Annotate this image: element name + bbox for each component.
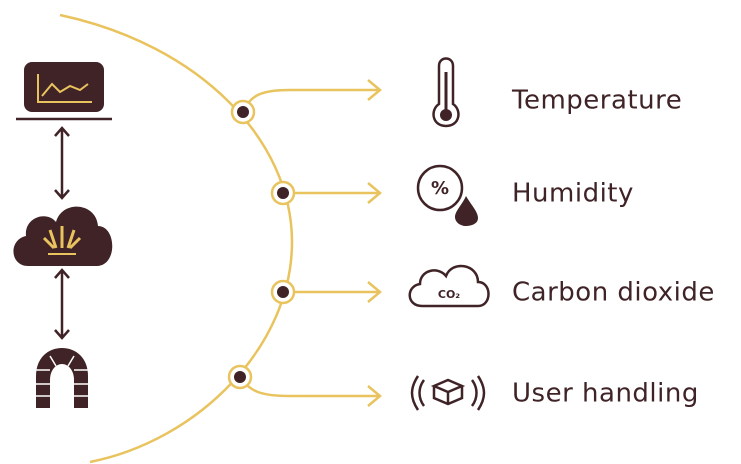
item-label: User handling: [512, 379, 699, 409]
humidity-icon: %: [416, 164, 478, 226]
handling-icon: [410, 375, 486, 411]
main-arc: [59, 13, 294, 464]
monitor-icon: [16, 62, 112, 121]
item-label: Temperature: [511, 86, 682, 116]
co2-cloud-icon: CO₂: [408, 264, 490, 308]
vertical-arrows: [54, 126, 70, 340]
item-label: Humidity: [512, 179, 634, 209]
thermometer-icon: [432, 57, 460, 128]
nodes: [227, 99, 296, 390]
item-label: Carbon dioxide: [512, 278, 715, 308]
building-icon: [36, 348, 88, 408]
cloud-icon: [13, 206, 113, 266]
co2-icon-text: CO₂: [438, 288, 460, 301]
branches: [238, 79, 382, 407]
humidity-icon-text: %: [431, 178, 449, 199]
